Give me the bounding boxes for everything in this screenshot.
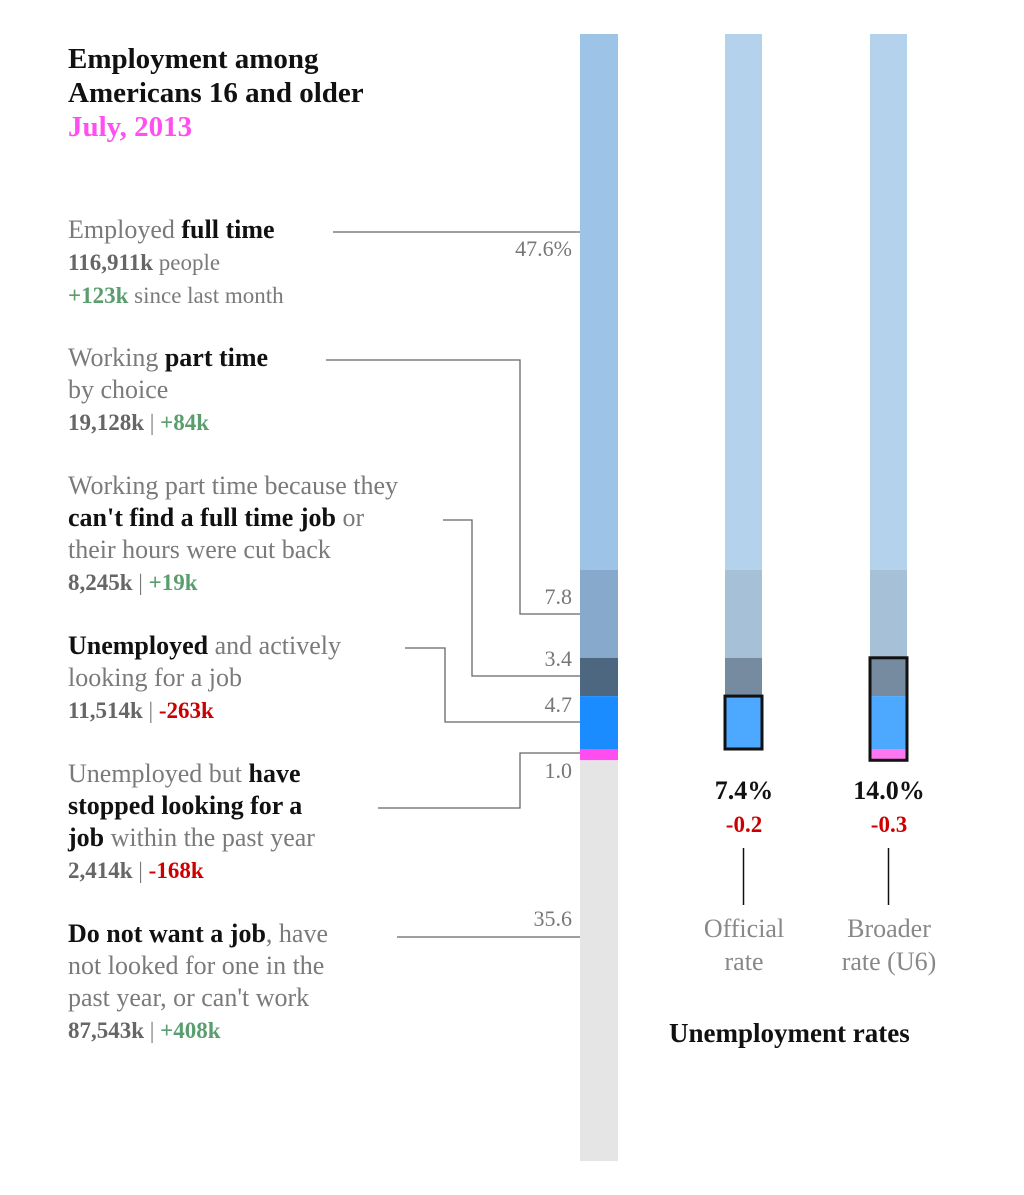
rates-title: Unemployment rates: [669, 1018, 910, 1048]
official-bar-segment-unemployed: [725, 696, 762, 750]
block-full-time: Employed full time 116,911k people +123k…: [68, 214, 284, 312]
unemployed-bold: Unemployed: [68, 631, 209, 660]
rate-highlight-box-1: [868, 656, 909, 762]
part-economic-text-3: their hours were cut back: [68, 535, 331, 564]
unemployed-text: and actively: [208, 631, 341, 660]
broader-bar-segment-unemployed: [870, 696, 907, 750]
official-rate-change: -0.2: [725, 812, 763, 837]
full-time-change-suffix: since last month: [128, 283, 284, 308]
official-bar-segment-stopped_looking: [725, 749, 762, 761]
connector-part-choice: [326, 359, 580, 615]
unemployed-change: -263k: [158, 698, 214, 723]
block-part-choice: Working part time by choice 19,128k | +8…: [68, 342, 268, 439]
not-want-count: 87,543k: [68, 1018, 145, 1043]
bar-segment-part_choice: [580, 569, 618, 658]
stopped-text-2: within the past year: [104, 823, 315, 852]
bar-segment-full_time: [580, 34, 618, 570]
stopped-bold-2: stopped looking for a: [68, 791, 303, 820]
separator: |: [144, 1018, 161, 1043]
official-rate-label-2: rate: [724, 947, 764, 976]
separator: |: [144, 410, 161, 435]
pct-label-stopped: 1.0: [544, 758, 573, 783]
pct-label-full-time: 47.6%: [515, 236, 572, 261]
not-want-bold: Do not want a job: [68, 919, 266, 948]
stopped-bold-3: job: [68, 823, 105, 852]
broader-rate-label-1: Broader: [847, 914, 931, 943]
part-economic-change: +19k: [148, 570, 198, 595]
chart-title: Employment among Americans 16 and older …: [68, 42, 364, 144]
stopped-count: 2,414k: [68, 858, 133, 883]
broader-rate-label: Broader rate (U6): [809, 912, 969, 978]
full-time-count-suffix: people: [153, 250, 221, 275]
pct-label-part-choice: 7.8: [544, 584, 573, 609]
rate-highlight-box-0: [723, 694, 764, 751]
broader-rate-change: -0.3: [870, 812, 908, 837]
broader-bar-segment-part_choice: [870, 569, 907, 658]
separator: |: [132, 858, 149, 883]
full-time-bold: full time: [181, 215, 275, 244]
block-part-economic: Working part time because they can't fin…: [68, 470, 398, 599]
broader-bar-segment-part_economic: [870, 657, 907, 697]
broader-bar-segment-full_time: [870, 34, 907, 570]
title-date: July, 2013: [68, 111, 193, 143]
pct-label-not-want: 35.6: [533, 906, 573, 931]
bar-segment-stopped_looking: [580, 749, 618, 761]
title-line-2: Americans 16 and older: [68, 77, 364, 109]
connector-part-economic: [443, 519, 580, 677]
part-economic-text-2: or: [335, 503, 365, 532]
part-economic-text: Working part time because they: [68, 471, 399, 500]
block-unemployed: Unemployed and actively looking for a jo…: [68, 630, 341, 727]
part-choice-change: +84k: [160, 410, 210, 435]
pct-label-unemployed: 4.7: [544, 692, 573, 717]
part-choice-text: Working: [68, 343, 165, 372]
separator: |: [142, 698, 159, 723]
stopped-bold: have: [248, 759, 301, 788]
not-want-text-2: not looked for one in the: [68, 951, 325, 980]
connector-unemployed: [405, 647, 580, 723]
part-choice-text-2: by choice: [68, 375, 169, 404]
part-economic-count: 8,245k: [68, 570, 133, 595]
part-choice-bold: part time: [164, 343, 269, 372]
separator: |: [132, 570, 149, 595]
not-want-text: , have: [265, 919, 329, 948]
not-want-change: +408k: [160, 1018, 221, 1043]
bar-segment-unemployed: [580, 696, 618, 750]
stopped-change: -168k: [148, 858, 204, 883]
unemployed-text-2: looking for a job: [68, 663, 243, 692]
connector-stopped: [378, 752, 580, 809]
full-time-text: Employed: [68, 215, 182, 244]
official-rate-label: Official rate: [664, 912, 824, 978]
part-economic-bold: can't find a full time job: [68, 503, 336, 532]
broader-bar-segment-stopped_looking: [870, 749, 907, 761]
broader-rate-value: 14.0%: [853, 776, 925, 805]
stopped-text: Unemployed but: [68, 759, 249, 788]
part-choice-count: 19,128k: [68, 410, 145, 435]
broader-rate-label-2: rate (U6): [841, 947, 937, 976]
bar-segment-part_economic: [580, 657, 618, 697]
not-want-text-3: past year, or can't work: [68, 983, 310, 1012]
full-time-count: 116,911k: [68, 250, 154, 275]
official-bar-segment-part_choice: [725, 569, 762, 658]
official-bar-segment-full_time: [725, 34, 762, 570]
bar-segment-not_want_job: [580, 760, 618, 1162]
official-rate-label-1: Official: [703, 914, 785, 943]
title-line-1: Employment among: [68, 43, 319, 75]
official-rate-value: 7.4%: [714, 776, 774, 805]
unemployed-count: 11,514k: [68, 698, 143, 723]
full-time-change: +123k: [68, 283, 129, 308]
pct-label-part-economic: 3.4: [544, 646, 573, 671]
block-stopped-looking: Unemployed but have stopped looking for …: [68, 758, 315, 887]
block-not-want-job: Do not want a job, have not looked for o…: [68, 918, 328, 1047]
official-bar-segment-part_economic: [725, 657, 762, 697]
